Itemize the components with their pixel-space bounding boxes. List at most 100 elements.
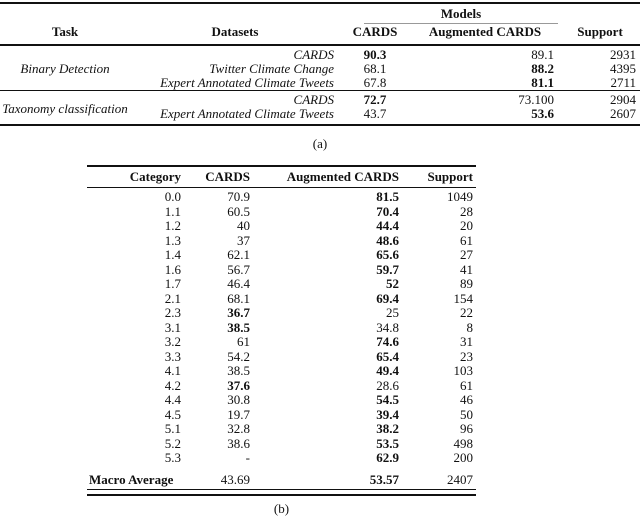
augmented-cards-score-cell: 38.2: [376, 421, 399, 436]
category-cell: 1.6: [164, 261, 181, 277]
category-cell: 5.3: [164, 450, 181, 465]
category-cell: 1.4: [164, 247, 181, 262]
category-cell: 5.2: [164, 435, 181, 451]
cards-score-cell: 38.6: [227, 435, 250, 451]
support-cell: 2904: [560, 90, 640, 107]
macro-average-label: Macro Average: [89, 471, 174, 487]
table-row: Taxonomy classification CARDS 72.7 73.100…: [0, 90, 640, 125]
cards-score-cell: 37: [237, 232, 250, 248]
augmented-cards-score-cell: 52: [386, 276, 399, 291]
models-group-label: Models: [364, 6, 559, 24]
cards-score-cell: 19.7: [227, 406, 250, 422]
category-cell: 1.7: [164, 276, 181, 291]
table-row: 0.0 70.9 81.5 1049: [87, 188, 476, 205]
table-row: 4.4 30.8 54.5 46: [87, 392, 476, 408]
support-cell: 154: [453, 290, 474, 306]
augmented-cards-score-cell: 81.5: [376, 189, 399, 204]
column-header-task: Task: [0, 3, 130, 46]
support-cell: 46: [460, 392, 473, 407]
column-header-augmented-cards: Augmented CARDS: [252, 166, 401, 188]
table-row: Expert Annotated Climate Tweets 43.7 53.…: [0, 107, 640, 125]
support-cell: 61: [460, 232, 473, 248]
support-cell: 27: [460, 247, 473, 262]
augmented-cards-score-cell: 65.6: [376, 247, 399, 262]
dataset-cell: CARDS: [293, 47, 334, 62]
augmented-cards-score-cell: 49.4: [376, 363, 399, 378]
task-cell: Binary Detection: [20, 61, 110, 76]
table-row: 3.1 38.5 34.8 8: [87, 319, 476, 336]
dataset-cell: Twitter Climate Change: [209, 61, 334, 76]
augmented-cards-score-cell: 48.6: [376, 232, 399, 248]
augmented-cards-score-cell: 25: [386, 305, 399, 320]
table-a-body: Binary Detection CARDS 90.3 89.1 2931 Twi…: [0, 45, 640, 125]
cards-score-cell: 40: [237, 218, 250, 233]
table-b-container: Category CARDS Augmented CARDS Support 0…: [87, 165, 476, 517]
macro-cards-cell: 43.69: [220, 471, 250, 487]
column-header-augmented-cards: Augmented CARDS: [410, 24, 561, 46]
support-cell: 1049: [447, 189, 473, 204]
cards-score-cell: 32.8: [227, 421, 250, 436]
cards-score-cell: 68.1: [227, 290, 250, 306]
table-row: 4.5 19.7 39.4 50: [87, 406, 476, 423]
table-row: 4.1 38.5 49.4 103: [87, 363, 476, 379]
table-row: 5.3 - 62.9 200: [87, 450, 476, 466]
category-cell: 4.4: [164, 392, 181, 407]
table-row: 1.1 60.5 70.4 28: [87, 203, 476, 220]
cards-score-cell: 90.3: [363, 47, 387, 62]
support-cell: 50: [460, 406, 473, 422]
augmented-cards-score-cell: 53.6: [531, 106, 555, 121]
cards-score-cell: 60.5: [227, 203, 250, 219]
results-table-b: Category CARDS Augmented CARDS Support 0…: [87, 165, 476, 490]
dataset-cell: Expert Annotated Climate Tweets: [160, 106, 334, 121]
table-b-rule-wrap: Category CARDS Augmented CARDS Support 0…: [87, 165, 476, 496]
table-row: 2.1 68.1 69.4 154: [87, 290, 476, 307]
support-cell: 23: [460, 348, 473, 364]
augmented-cards-score-cell: 54.5: [376, 392, 399, 407]
support-cell: 103: [453, 363, 474, 378]
table-b-footer: Macro Average 43.69 53.57 2407: [87, 466, 476, 490]
task-cell: Taxonomy classification: [0, 90, 130, 125]
cards-score-cell: 38.5: [227, 319, 250, 335]
augmented-cards-score-cell: 34.8: [376, 319, 399, 335]
augmented-cards-score-cell: 69.4: [376, 290, 399, 306]
macro-augmented-cards-cell: 53.57: [369, 471, 399, 487]
category-cell: 1.1: [164, 203, 181, 219]
augmented-cards-score-cell: 39.4: [376, 406, 399, 422]
support-cell: 28: [460, 203, 473, 219]
table-row: 1.4 62.1 65.6 27: [87, 247, 476, 263]
augmented-cards-score-cell: 88.2: [531, 61, 555, 76]
cards-score-cell: 62.1: [227, 247, 250, 262]
column-header-support: Support: [401, 166, 476, 188]
macro-support-cell: 2407: [447, 471, 473, 487]
header-row-subcolumns: CARDS Augmented CARDS: [0, 24, 640, 46]
table-row: 3.2 61 74.6 31: [87, 334, 476, 350]
category-cell: 3.2: [164, 334, 181, 349]
support-cell: 498: [453, 435, 474, 451]
column-header-category: Category: [87, 166, 183, 188]
category-cell: 4.1: [164, 363, 181, 378]
results-table-a: Task Datasets Models Support CARDS Augme…: [0, 2, 640, 126]
header-row-models: Task Datasets Models Support: [0, 3, 640, 46]
support-cell: 2931: [610, 47, 637, 62]
caption-b: (b): [273, 500, 290, 516]
support-cell: 200: [453, 450, 474, 465]
augmented-cards-score-cell: 74.6: [376, 334, 399, 349]
cards-score-cell: 67.8: [363, 75, 387, 90]
augmented-cards-score-cell: 65.4: [376, 348, 399, 364]
category-cell: 4.5: [164, 406, 181, 422]
table-row: Expert Annotated Climate Tweets 67.8 81.…: [0, 76, 640, 91]
support-cell: 2607: [610, 106, 637, 121]
cards-score-cell: 68.1: [363, 61, 387, 76]
table-row: 1.2 40 44.4 20: [87, 218, 476, 234]
cards-score-cell: 37.6: [227, 377, 250, 393]
support-cell: 89: [460, 276, 473, 291]
augmented-cards-score-cell: 62.9: [376, 450, 399, 465]
cards-score-cell: 36.7: [227, 305, 250, 320]
cards-score-cell: 61: [237, 334, 250, 349]
column-header-cards: CARDS: [340, 24, 410, 46]
category-cell: 1.2: [164, 218, 181, 233]
augmented-cards-score-cell: 70.4: [376, 203, 399, 219]
cards-score-cell: 72.7: [340, 90, 410, 107]
support-cell: 20: [460, 218, 473, 233]
